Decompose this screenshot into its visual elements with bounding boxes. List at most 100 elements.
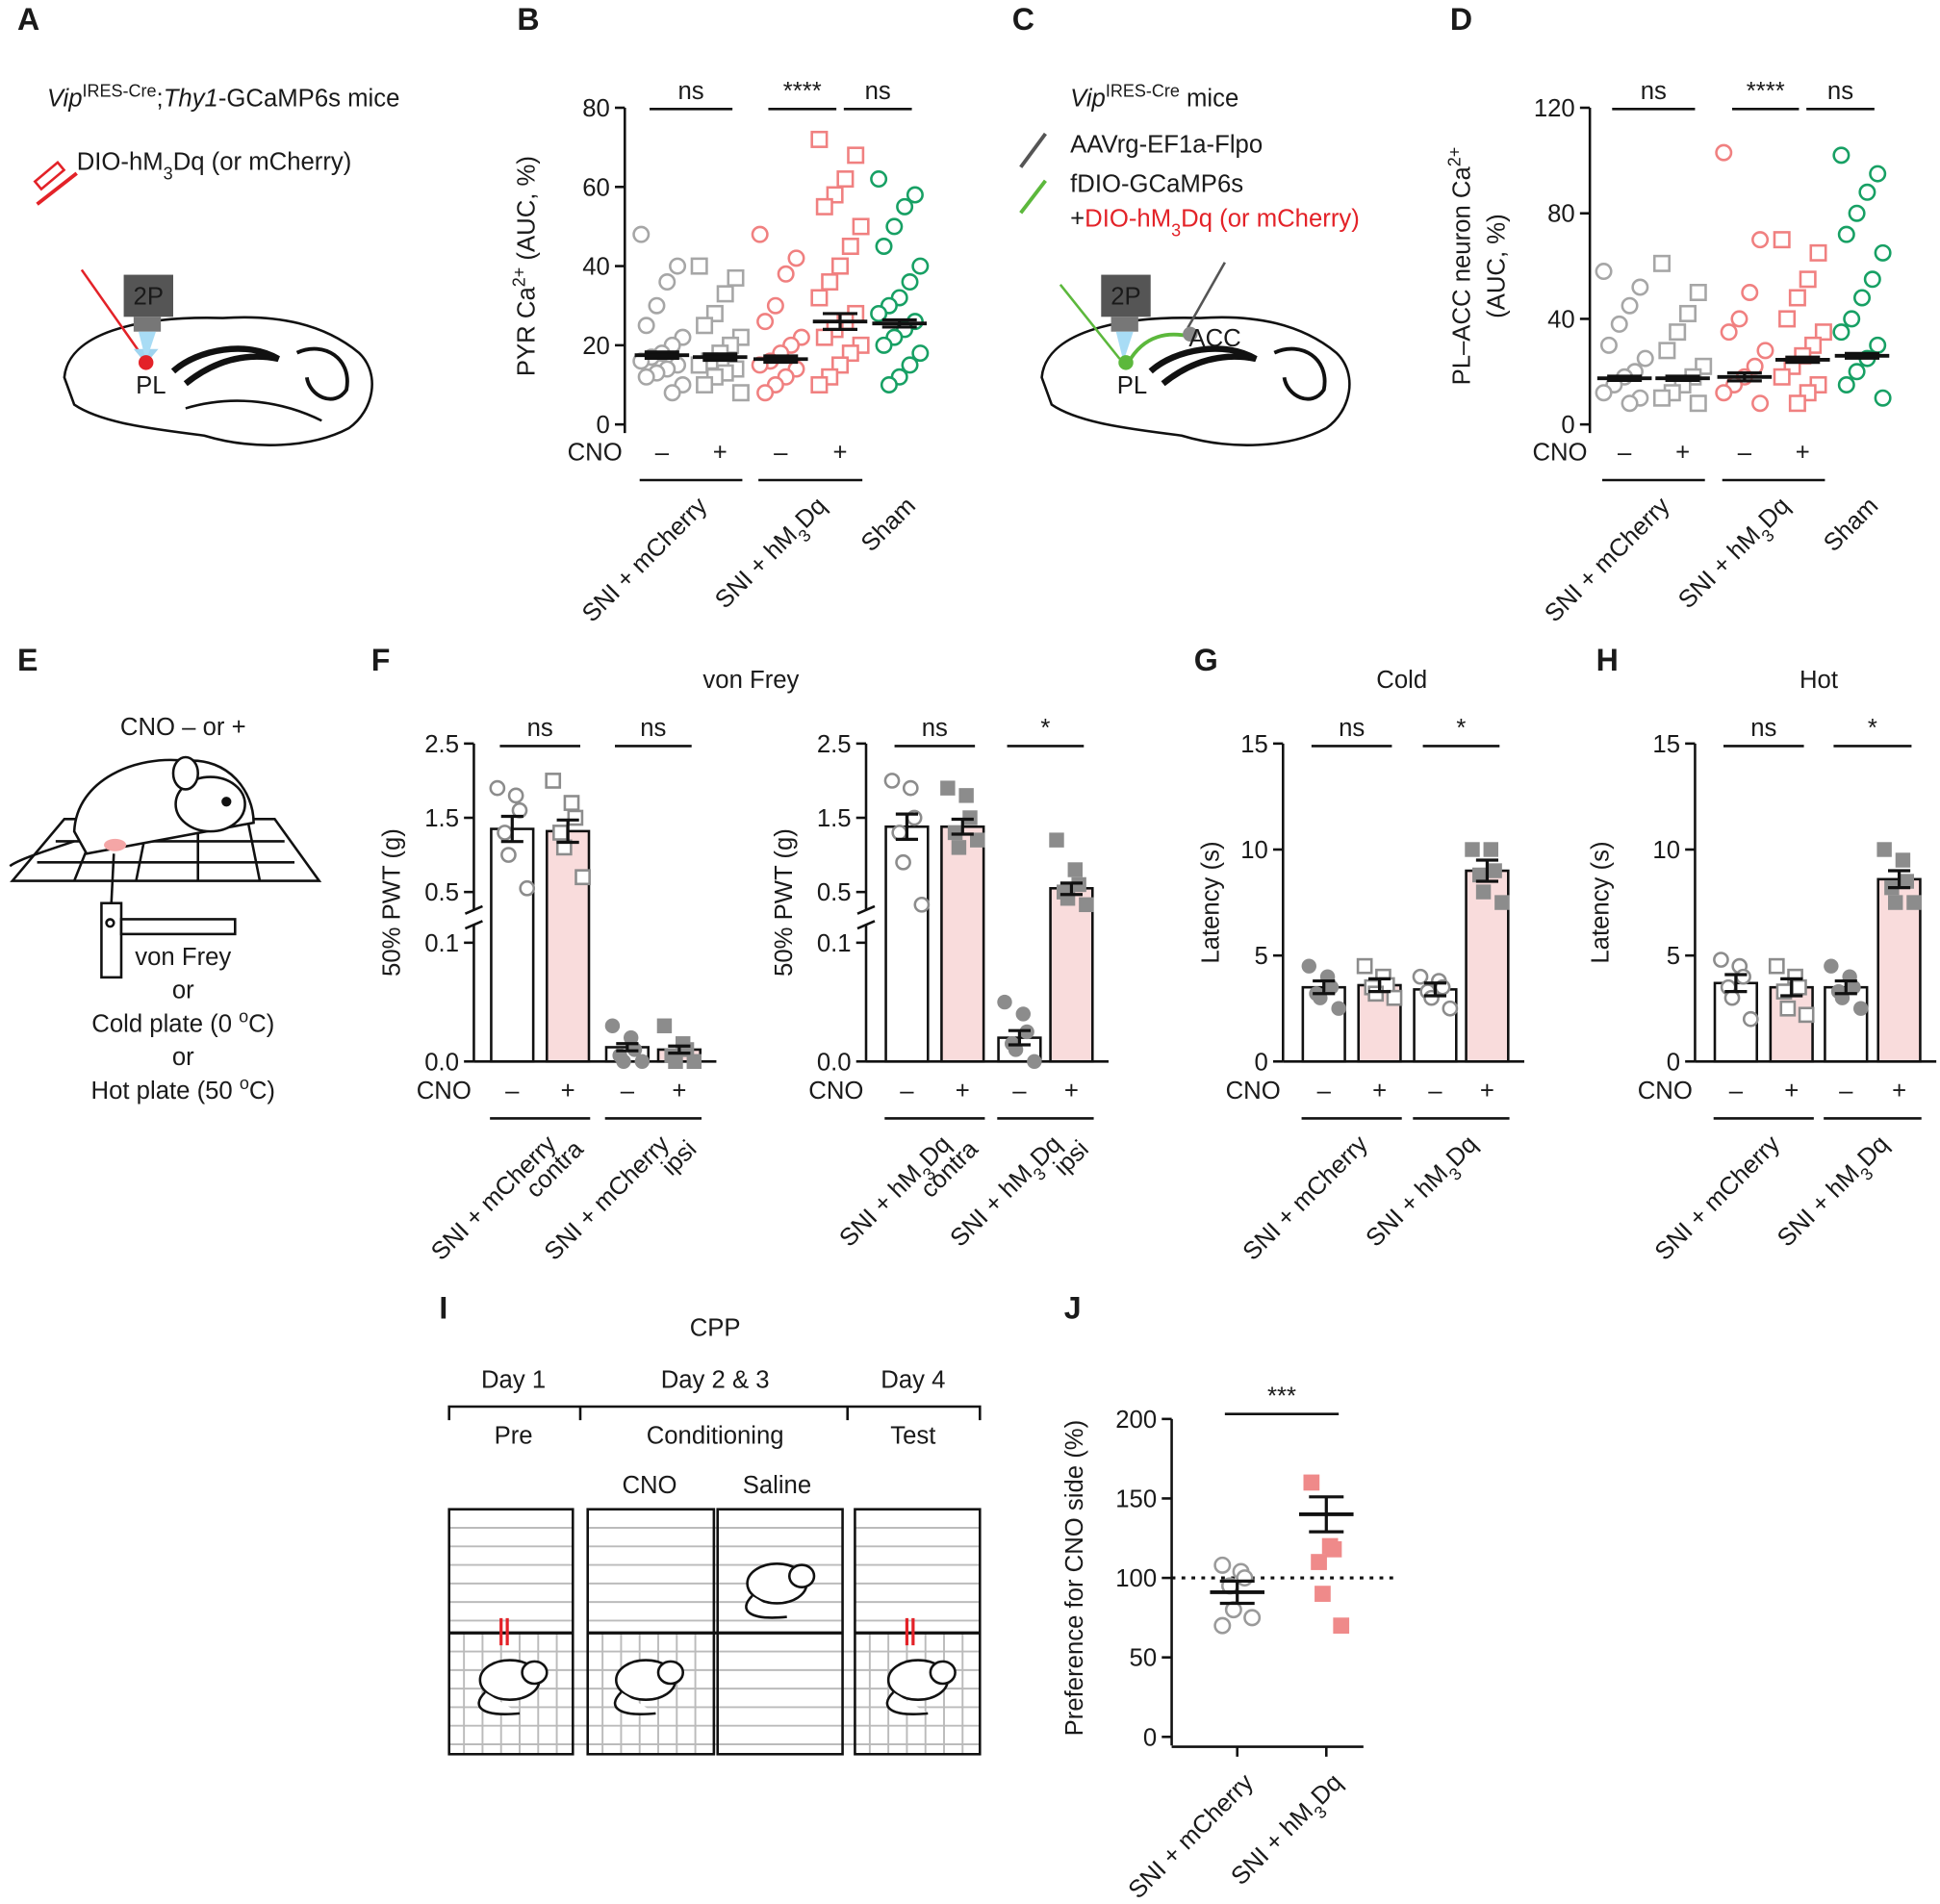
significance-label: ns	[640, 715, 666, 742]
day-label: Day 2 & 3	[661, 1367, 770, 1394]
data-point	[637, 317, 655, 335]
data-point	[1079, 897, 1094, 913]
data-point	[634, 1054, 650, 1070]
group-label-part: SNI + mCherry	[1650, 1130, 1786, 1266]
data-point	[507, 787, 524, 804]
panel-title: Cold	[1376, 667, 1427, 694]
y-tick-label: 120	[1534, 95, 1575, 122]
data-point	[567, 809, 584, 826]
data-point	[1906, 895, 1922, 910]
y-axis-label: PYR Ca2+ (AUC, %)	[509, 156, 540, 376]
group-label-part: SNI + hM	[710, 521, 803, 614]
axis-break	[856, 904, 876, 930]
panel-letter: A	[17, 2, 39, 37]
significance-label: *	[1040, 715, 1050, 742]
group-label-part: SNI + mCherry	[1238, 1130, 1373, 1266]
test-label-part: o	[240, 1074, 249, 1093]
panel-letter: F	[371, 643, 391, 677]
data-point	[1621, 394, 1639, 413]
cno-sign: +	[1796, 439, 1810, 466]
data-point	[1858, 183, 1876, 201]
data-point	[1848, 363, 1866, 381]
data-point	[810, 376, 829, 393]
data-point	[1610, 315, 1628, 333]
group-label-part: Sham	[1819, 493, 1883, 557]
data-point	[1723, 989, 1741, 1006]
significance-label: ***	[1267, 1383, 1296, 1409]
y-tick-label: 2.5	[424, 731, 459, 758]
data-point	[1386, 989, 1403, 1006]
data-point	[1869, 165, 1887, 183]
cno-label: CNO	[568, 439, 623, 466]
error-bar	[951, 817, 974, 836]
group-label-part: Dq	[790, 493, 831, 534]
brain-diagram-a	[33, 161, 373, 446]
error-bar	[668, 1044, 691, 1055]
y-axis-label-part: Latency (s)	[1587, 842, 1614, 964]
data-point	[668, 1054, 683, 1070]
virus: fDIO-GCaMP6s	[1070, 170, 1243, 197]
data-point	[731, 384, 750, 402]
bar	[1049, 887, 1094, 1063]
data-point	[875, 238, 893, 255]
group-label: SNI + hM3Dq	[710, 493, 837, 620]
data-point	[1832, 323, 1851, 342]
cno-sign: –	[1839, 1078, 1853, 1104]
data-point	[1494, 895, 1510, 910]
data-point	[970, 832, 985, 848]
data-point	[1599, 336, 1618, 354]
error-bar	[500, 814, 523, 844]
region-label: PL	[1117, 372, 1147, 399]
data-point	[1621, 296, 1639, 315]
error-bar	[1724, 973, 1748, 994]
y-axis-label: Preference for CNO side (%)	[1061, 1420, 1088, 1737]
cno-sign: –	[1428, 1078, 1442, 1104]
y-tick-label: 150	[1115, 1485, 1157, 1512]
y-tick-label: 5	[1255, 943, 1268, 970]
data-point	[1331, 1001, 1346, 1016]
phase-label: Pre	[495, 1423, 533, 1450]
y-tick-label: 10	[1240, 837, 1268, 864]
bar	[546, 829, 591, 1063]
data-point	[751, 225, 769, 243]
test-label-part: Cold plate (0	[91, 1010, 239, 1037]
data-point	[1863, 270, 1881, 289]
data-point	[1768, 957, 1785, 975]
data-point	[958, 788, 974, 803]
data-point	[1773, 368, 1791, 386]
y-tick-label: 0	[1561, 412, 1574, 439]
group-label-part: SNI + hM	[1226, 1798, 1318, 1891]
data-point	[1236, 1569, 1254, 1587]
y-axis-label: 50% PWT (g)	[771, 828, 798, 977]
test-label: or	[172, 977, 194, 1004]
objective-label: 2P	[134, 283, 164, 310]
data-point	[1735, 968, 1751, 985]
group-label-part: Sham	[856, 493, 921, 557]
y-axis-label: PL–ACC neuron Ca2+	[1444, 147, 1475, 386]
test-label: Cold plate (0 oC)	[91, 1006, 274, 1037]
data-point	[1853, 1001, 1869, 1016]
data-point	[1303, 1474, 1320, 1491]
y-tick-label: 40	[582, 254, 610, 281]
genotype-part: Vip	[1070, 86, 1106, 113]
error-bar	[1780, 977, 1803, 998]
panel-title: Hot	[1800, 667, 1838, 694]
cno-sign: +	[1480, 1078, 1494, 1104]
pairing-label: Saline	[743, 1472, 811, 1499]
error-bar	[616, 1042, 639, 1053]
data-point	[1487, 863, 1502, 878]
data-point	[656, 1018, 673, 1033]
cno-sign: +	[1892, 1078, 1906, 1104]
data-point	[756, 384, 775, 402]
data-point	[1869, 336, 1887, 354]
data-point	[997, 994, 1012, 1010]
data-point	[787, 249, 805, 267]
significance-label: ns	[677, 78, 703, 105]
genotype-part: IRES-Cre	[83, 82, 157, 101]
data-point	[1741, 283, 1759, 301]
axis-break	[464, 904, 483, 930]
cno-sign: –	[1738, 439, 1752, 466]
data-point	[1652, 389, 1671, 407]
objective-label: 2P	[1110, 283, 1140, 310]
